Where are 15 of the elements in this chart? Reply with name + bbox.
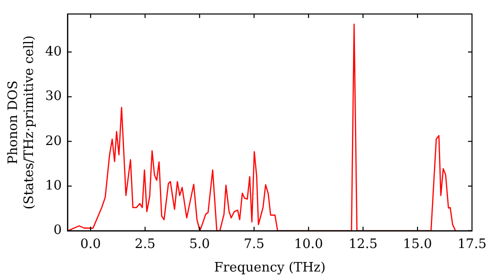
y-tick-label: 30: [45, 89, 62, 104]
y-tick-label: 40: [45, 44, 62, 60]
x-tick-label: 5.0: [189, 236, 210, 252]
x-tick-label: 2.5: [134, 236, 156, 252]
y-axis-title: Phonon DOS (States/THz·primitive cell): [6, 35, 37, 210]
x-tick-label: 15.0: [403, 236, 432, 252]
x-tick-label: 0.0: [80, 236, 101, 252]
x-axis-title: Frequency (THz): [214, 260, 326, 276]
x-tick-label: 17.5: [458, 236, 486, 252]
y-tick-label: 0: [53, 223, 62, 238]
x-tick-label: 12.5: [348, 236, 378, 252]
x-tick-label: 10.0: [294, 236, 324, 252]
y-tick-label: 20: [45, 134, 62, 149]
y-tick-label: 10: [45, 178, 62, 194]
x-tick-label: 7.5: [244, 236, 264, 252]
